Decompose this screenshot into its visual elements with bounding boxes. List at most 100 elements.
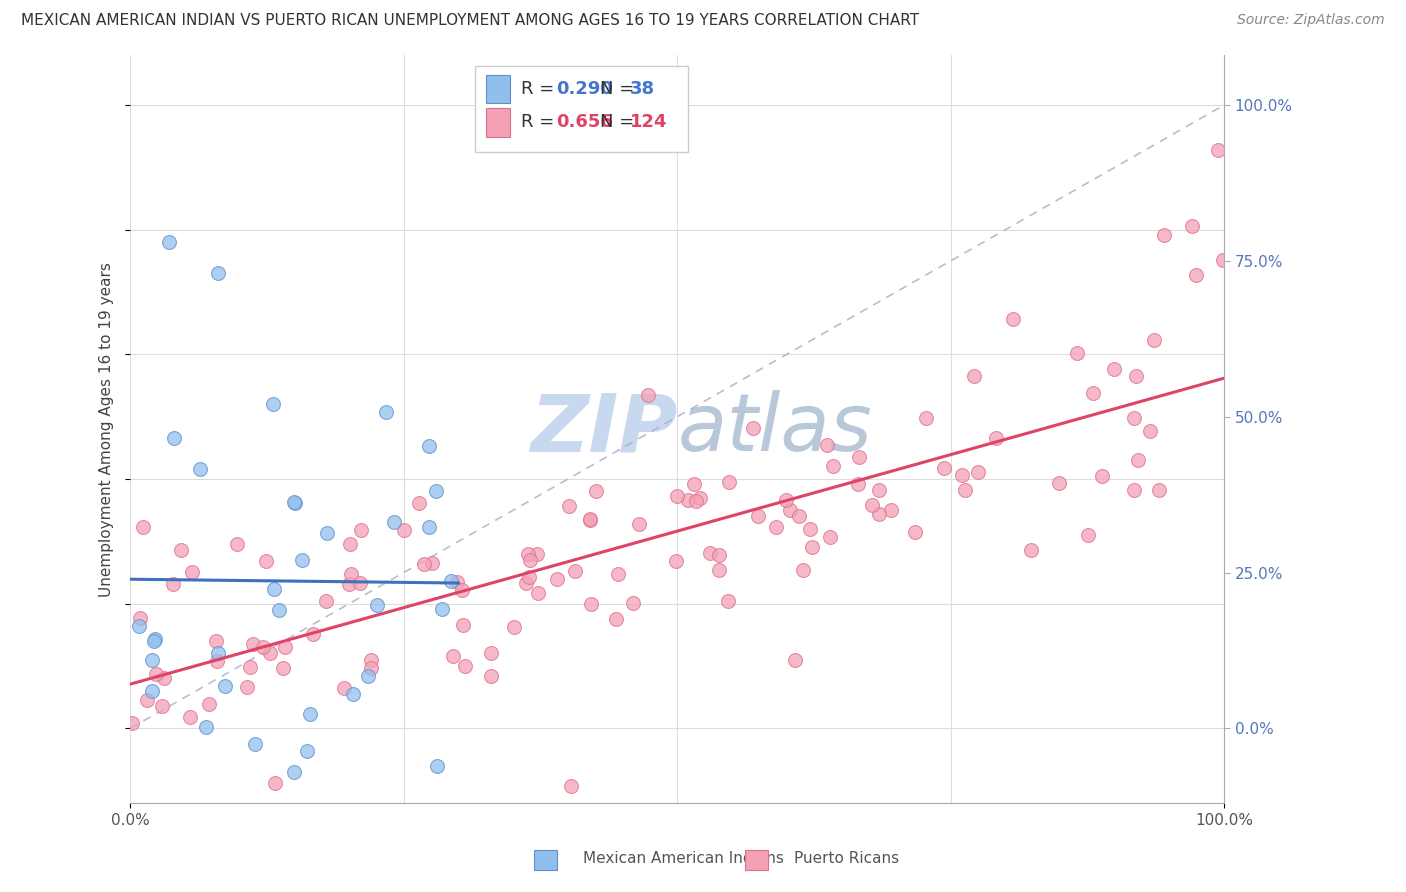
Bar [486,108,510,136]
Point [515,576,537,591]
Point [162,576,184,591]
Point [607,567,630,582]
Point [1139,425,1161,439]
Text: R =: R = [520,113,560,131]
Point [375,405,398,419]
Point [986,431,1008,445]
Point [267,603,290,617]
Point [950,468,973,483]
Point [1123,411,1146,425]
Point [1212,252,1234,267]
Point [418,439,440,453]
Point [295,744,318,758]
Point [848,450,870,464]
Point [560,779,582,793]
Point [252,640,274,655]
Point [141,684,163,698]
Point [860,498,883,512]
Point [342,687,364,701]
Point [709,563,731,577]
Text: N =: N = [599,113,640,131]
Point [315,594,337,608]
Text: atlas: atlas [678,390,872,468]
Point [259,646,281,660]
Point [207,266,229,280]
Point [121,716,143,731]
Point [349,523,371,537]
Point [451,582,474,597]
Point [214,679,236,693]
Point [1149,483,1171,497]
Point [418,520,440,534]
Y-axis label: Unemployment Among Ages 16 to 19 years: Unemployment Among Ages 16 to 19 years [100,261,114,597]
Text: Mexican American Indians: Mexican American Indians [583,851,785,865]
Point [239,660,262,674]
Point [382,515,405,529]
Point [236,681,259,695]
Text: 38: 38 [630,79,655,98]
Point [779,503,801,517]
Point [585,483,607,498]
Point [143,634,166,648]
Text: R =: R = [520,79,560,98]
Point [527,585,550,599]
Text: N =: N = [599,79,640,98]
Point [1126,452,1149,467]
Point [179,710,201,724]
Point [264,775,287,789]
Point [198,697,221,711]
Text: Puerto Ricans: Puerto Ricans [794,851,900,865]
Point [274,640,297,654]
Point [868,483,890,498]
Point [337,576,360,591]
Point [420,556,443,570]
Point [188,461,211,475]
Point [628,516,651,531]
Point [440,574,463,589]
Point [392,523,415,537]
Point [683,476,706,491]
Point [558,499,581,513]
Point [503,620,526,634]
Point [823,458,845,473]
Text: 124: 124 [630,113,668,131]
Point [316,526,339,541]
Point [613,806,636,821]
Point [408,496,430,510]
Point [349,575,371,590]
Point [1125,368,1147,383]
Point [685,494,707,508]
Point [676,493,699,508]
Point [430,602,453,616]
Point [800,540,823,554]
Point [904,525,927,540]
Point [357,669,380,683]
Point [1077,528,1099,542]
Point [1153,228,1175,243]
Point [454,659,477,673]
Point [1185,268,1208,282]
Point [1104,362,1126,376]
Point [207,646,229,660]
Point [517,570,540,584]
Point [932,461,955,475]
Point [880,503,903,517]
Point [526,547,548,561]
Point [579,512,602,526]
Point [1047,476,1070,491]
Point [283,495,305,509]
Point [605,612,627,626]
Point [741,421,763,435]
Point [1002,312,1025,326]
Point [254,553,277,567]
Point [815,438,838,452]
Text: ZIP: ZIP [530,390,678,468]
Text: Source: ZipAtlas.com: Source: ZipAtlas.com [1237,13,1385,28]
Point [263,582,285,597]
Point [226,537,249,551]
Point [284,496,307,510]
Point [446,575,468,590]
Text: 0.290: 0.290 [555,79,613,98]
Point [150,699,173,714]
Point [299,706,322,721]
